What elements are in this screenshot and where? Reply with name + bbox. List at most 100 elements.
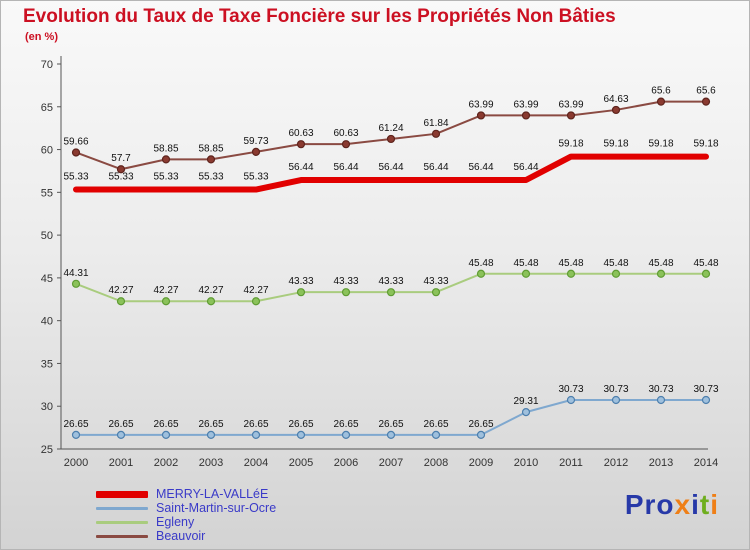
series-point-Beauvoir [521,111,531,120]
point-label: 59.18 [558,139,583,150]
point-label: 55.33 [243,172,268,183]
legend-swatch [96,506,148,510]
point-label: 59.66 [63,136,88,147]
point-label: 30.73 [558,384,583,395]
legend-swatch [96,520,148,524]
point-label: 42.27 [153,285,178,296]
logo-letter: r [644,489,657,520]
x-tick-label: 2014 [694,457,718,469]
point-label: 56.44 [513,162,538,173]
logo-letter: P [624,489,645,520]
series-point-Saint-Martin-sur-Ocre [431,430,441,439]
x-tick-label: 2012 [604,457,628,469]
y-tick-label: 25 [41,444,53,456]
series-point-Beauvoir [386,134,396,144]
page-title: Evolution du Taux de Taxe Foncière sur l… [23,6,616,27]
series-point-Saint-Martin-sur-Ocre [566,395,576,405]
logo-letter: t [699,489,711,520]
series-point-Beauvoir [296,140,306,149]
x-tick-label: 2005 [289,457,313,469]
point-label: 26.65 [378,419,403,430]
point-label: 56.44 [378,162,403,173]
point-label: 58.85 [153,143,178,154]
point-label: 26.65 [468,419,493,430]
series-point-Saint-Martin-sur-Ocre [116,430,126,439]
point-label: 64.63 [603,94,628,105]
point-label: 57.7 [111,153,131,164]
series-point-Beauvoir [341,140,351,149]
x-tick-label: 2007 [379,457,403,469]
series-point-Saint-Martin-sur-Ocre [386,430,396,439]
series-point-Beauvoir [431,129,441,138]
series-point-Beauvoir [701,97,711,106]
series-point-Beauvoir [71,148,81,157]
point-label: 61.84 [423,118,448,129]
series-point-Saint-Martin-sur-Ocre [296,430,306,439]
series-point-Saint-Martin-sur-Ocre [656,395,666,405]
legend-label: MERRY-LA-VALLéE [156,487,269,501]
series-point-Saint-Martin-sur-Ocre [521,408,531,417]
y-tick-label: 55 [41,187,53,199]
legend: MERRY-LA-VALLéE Saint-Martin-sur-Ocre Egle… [96,487,276,543]
series-point-Egleny [431,288,441,297]
logo-letter: o [656,489,675,520]
point-label: 56.44 [288,162,313,173]
series-point-Egleny [116,297,126,306]
series-point-Egleny [341,288,351,297]
y-tick-label: 65 [41,102,53,114]
series-point-Egleny [656,269,666,278]
series-point-Beauvoir [206,155,216,164]
legend-item-Saint-Martin-sur-Ocre: Saint-Martin-sur-Ocre [96,501,276,515]
series-point-Egleny [251,297,261,306]
point-label: 26.65 [63,419,88,430]
series-point-Egleny [521,269,531,278]
logo-letter: i [710,489,719,520]
logo-letter: i [691,489,700,520]
point-label: 26.65 [423,419,448,430]
legend-label: Egleny [156,515,195,529]
legend-swatch [96,490,148,498]
point-label: 43.33 [333,276,358,287]
series-point-Egleny [611,269,621,278]
point-label: 30.73 [693,384,718,395]
y-tick-label: 30 [41,401,53,413]
x-tick-label: 2008 [424,457,448,469]
series-point-Egleny [386,288,396,297]
series-point-Saint-Martin-sur-Ocre [251,430,261,439]
x-tick-label: 2010 [514,457,538,469]
point-label: 65.6 [651,86,671,97]
x-tick-label: 2001 [109,457,133,469]
legend-item-Egleny: Egleny [96,515,276,529]
legend-label: Saint-Martin-sur-Ocre [156,501,277,515]
point-label: 45.48 [648,258,673,269]
point-label: 26.65 [108,419,133,430]
x-tick-label: 2006 [334,457,358,469]
point-label: 45.48 [468,258,493,269]
point-label: 55.33 [198,172,223,183]
point-label: 59.18 [603,139,628,150]
series-point-Saint-Martin-sur-Ocre [611,395,621,405]
series-point-Beauvoir [476,111,486,120]
point-label: 43.33 [423,276,448,287]
proxiti-logo: Proxiti [625,489,719,521]
legend-item-Beauvoir: Beauvoir [96,529,276,543]
series-point-Saint-Martin-sur-Ocre [701,395,711,405]
x-tick-label: 2009 [469,457,493,469]
series-point-Beauvoir [116,165,126,174]
point-label: 56.44 [333,162,358,173]
point-label: 63.99 [468,99,493,110]
series-point-Egleny [71,279,81,288]
chart-subtitle: (en %) [25,31,58,43]
point-label: 55.33 [63,172,88,183]
x-tick-label: 2011 [559,457,583,469]
point-label: 59.73 [243,136,268,147]
point-label: 42.27 [243,285,268,296]
point-label: 55.33 [108,172,133,183]
point-label: 26.65 [288,419,313,430]
point-label: 42.27 [108,285,133,296]
point-label: 42.27 [198,285,223,296]
point-label: 59.18 [648,139,673,150]
point-label: 45.48 [513,258,538,269]
series-point-Egleny [206,297,216,306]
series-point-Egleny [701,269,711,278]
